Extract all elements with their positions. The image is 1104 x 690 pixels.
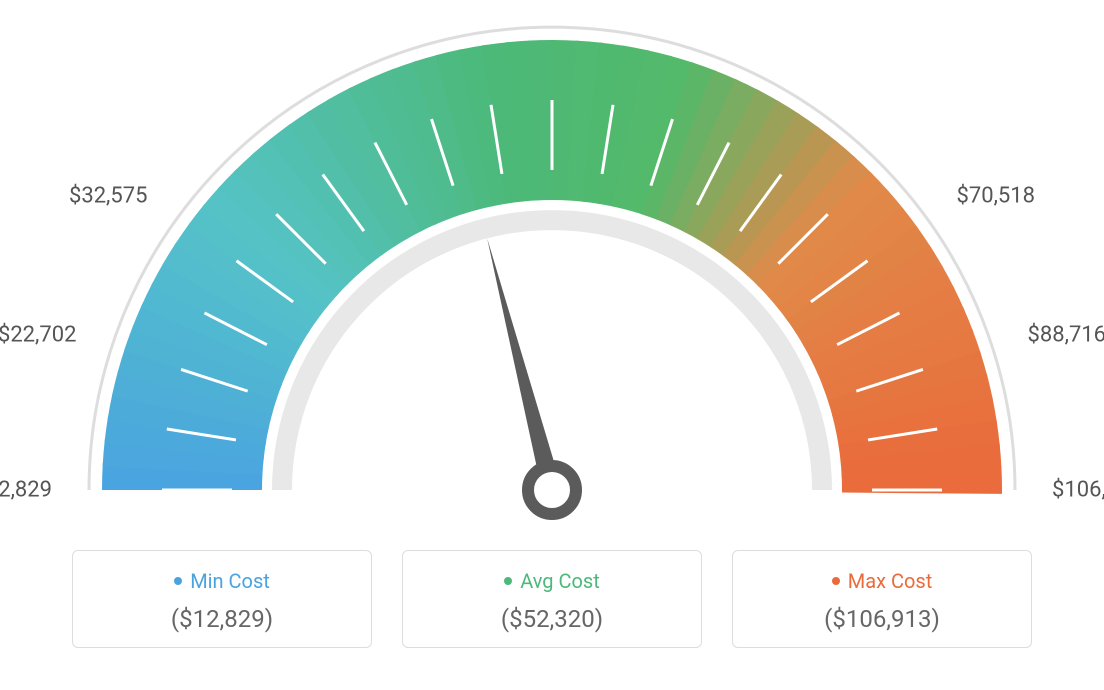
- min-cost-value: ($12,829): [83, 605, 361, 633]
- gauge-scale-label: $12,829: [0, 478, 52, 503]
- max-cost-dot: [832, 577, 840, 585]
- gauge-chart: $12,829$22,702$32,575$52,320$70,518$88,7…: [0, 0, 1104, 540]
- max-cost-title-text: Max Cost: [848, 569, 933, 593]
- max-cost-title: Max Cost: [743, 569, 1021, 593]
- max-cost-value: ($106,913): [743, 605, 1021, 633]
- avg-cost-value: ($52,320): [413, 605, 691, 633]
- max-cost-card: Max Cost ($106,913): [732, 550, 1032, 648]
- avg-cost-dot: [504, 577, 512, 585]
- min-cost-card: Min Cost ($12,829): [72, 550, 372, 648]
- gauge-svg: [0, 0, 1104, 540]
- gauge-scale-label: $106,913: [1052, 478, 1104, 503]
- min-cost-title-text: Min Cost: [190, 569, 270, 593]
- min-cost-dot: [174, 577, 182, 585]
- gauge-scale-label: $88,716: [1028, 323, 1104, 348]
- min-cost-title: Min Cost: [83, 569, 361, 593]
- gauge-scale-label: $22,702: [0, 323, 76, 348]
- gauge-needle-hub: [528, 466, 576, 514]
- avg-cost-card: Avg Cost ($52,320): [402, 550, 702, 648]
- gauge-needle: [487, 238, 562, 492]
- avg-cost-title: Avg Cost: [413, 569, 691, 593]
- avg-cost-title-text: Avg Cost: [520, 569, 600, 593]
- summary-row: Min Cost ($12,829) Avg Cost ($52,320) Ma…: [0, 550, 1104, 648]
- gauge-scale-label: $70,518: [957, 184, 1036, 209]
- gauge-scale-label: $32,575: [69, 184, 148, 209]
